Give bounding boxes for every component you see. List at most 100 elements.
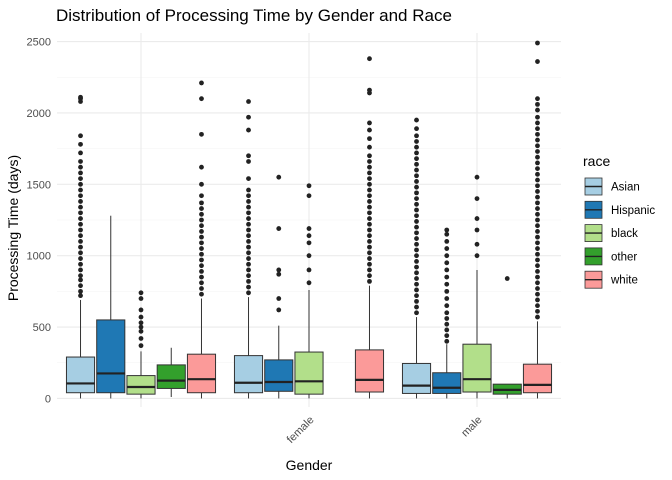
outlier-point xyxy=(414,270,419,276)
outlier-point xyxy=(414,281,419,287)
outlier-point xyxy=(535,171,540,177)
outlier-point xyxy=(535,154,540,160)
outlier-point xyxy=(199,131,204,137)
outlier-point xyxy=(78,204,83,210)
outlier-point xyxy=(414,230,419,236)
outlier-point xyxy=(199,268,204,274)
outlier-point xyxy=(535,143,540,149)
outlier-point xyxy=(367,164,372,170)
outlier-point xyxy=(535,280,540,286)
outlier-point xyxy=(414,184,419,190)
box-asian-female xyxy=(233,99,264,399)
outlier-point xyxy=(246,114,251,120)
outlier-point xyxy=(444,274,450,280)
outlier-point xyxy=(535,308,540,314)
outlier-point xyxy=(78,199,83,204)
outlier-point xyxy=(414,213,419,219)
outlier-point xyxy=(306,193,312,199)
outlier-point xyxy=(78,210,83,216)
outlier-point xyxy=(78,159,83,164)
outlier-point xyxy=(276,307,282,313)
outlier-point xyxy=(246,250,251,256)
iqr-box xyxy=(401,362,432,394)
outlier-point xyxy=(246,153,251,159)
outlier-point xyxy=(367,127,372,133)
outlier-point xyxy=(199,217,204,223)
outlier-point xyxy=(444,281,450,287)
outlier-point xyxy=(367,227,372,233)
outlier-point xyxy=(414,144,419,150)
y-tick-label: 500 xyxy=(33,322,51,334)
box-white-blank xyxy=(186,80,217,399)
outlier-point xyxy=(367,170,372,176)
iqr-box xyxy=(354,349,385,393)
outlier-point xyxy=(535,217,540,223)
outlier-point xyxy=(367,153,372,159)
outlier-point xyxy=(414,156,419,162)
box-black-blank xyxy=(126,290,156,399)
outlier-point xyxy=(78,244,83,250)
outlier-point xyxy=(246,256,251,261)
x-axis-title: Gender xyxy=(286,457,333,473)
outlier-point xyxy=(367,176,372,182)
box-white-female xyxy=(354,56,385,399)
outlier-point xyxy=(414,264,419,270)
y-tick-label: 1000 xyxy=(27,251,51,263)
outlier-point xyxy=(535,166,540,172)
outlier-point xyxy=(138,336,144,341)
outlier-point xyxy=(535,160,540,166)
box-asian-blank xyxy=(65,94,96,399)
y-tick-label: 1500 xyxy=(27,179,51,191)
outlier-point xyxy=(367,187,372,193)
outlier-point xyxy=(444,333,450,339)
outlier-point xyxy=(414,126,419,132)
outlier-point xyxy=(306,267,312,273)
outlier-point xyxy=(414,241,419,247)
outlier-point xyxy=(78,293,83,299)
legend-item-white: white xyxy=(584,270,638,289)
outlier-point xyxy=(444,288,450,294)
outlier-point xyxy=(78,273,83,279)
box-other-blank xyxy=(156,347,186,398)
outlier-point xyxy=(78,181,83,187)
chart-title: Distribution of Processing Time by Gende… xyxy=(56,6,452,25)
outlier-point xyxy=(367,193,372,199)
outlier-point xyxy=(535,194,540,200)
outlier-point xyxy=(535,211,540,217)
outlier-point xyxy=(306,233,312,239)
outlier-point xyxy=(414,304,419,310)
outlier-point xyxy=(535,96,540,102)
outlier-point xyxy=(246,233,251,239)
outlier-point xyxy=(199,274,204,280)
outlier-point xyxy=(444,267,450,273)
outlier-point xyxy=(78,261,83,267)
outlier-point xyxy=(367,87,372,93)
outlier-point xyxy=(474,196,480,201)
outlier-point xyxy=(138,296,144,301)
outlier-point xyxy=(535,229,540,234)
iqr-box xyxy=(462,343,492,393)
outlier-point xyxy=(444,253,450,259)
y-tick-label: 0 xyxy=(45,393,51,405)
outlier-point xyxy=(414,190,419,196)
outlier-point xyxy=(535,149,540,154)
outlier-point xyxy=(199,234,204,240)
outlier-point xyxy=(246,221,251,227)
legend-item-other: other xyxy=(584,247,637,266)
iqr-box xyxy=(264,359,294,392)
outlier-point xyxy=(246,227,251,233)
outlier-point xyxy=(535,107,540,113)
outlier-point xyxy=(535,177,540,183)
outlier-point xyxy=(78,227,83,233)
outlier-point xyxy=(535,303,540,309)
outlier-point xyxy=(367,261,372,267)
outlier-point xyxy=(535,126,540,132)
outlier-point xyxy=(535,246,540,251)
box-other-male xyxy=(492,276,522,399)
outlier-point xyxy=(78,267,83,273)
outlier-point xyxy=(414,219,419,224)
outlier-point xyxy=(199,206,204,211)
outlier-point xyxy=(367,199,372,204)
legend-item-asian: Asian xyxy=(584,177,640,196)
